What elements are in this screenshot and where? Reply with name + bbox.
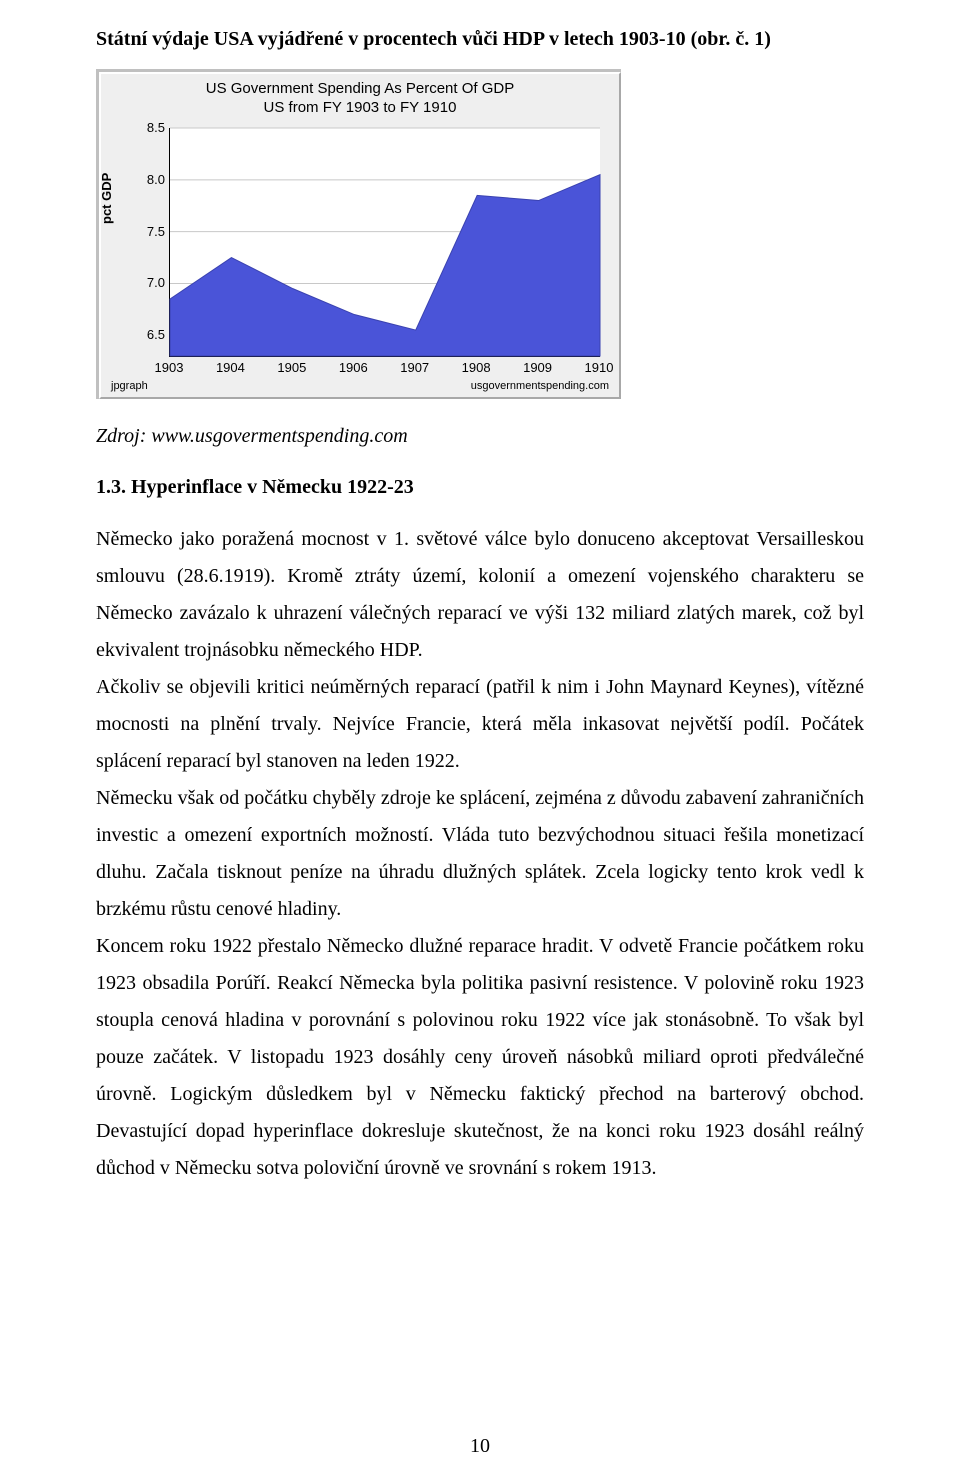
chart-xtick: 1910 bbox=[574, 360, 624, 375]
paragraph: Ačkoliv se objevili kritici neúměrných r… bbox=[96, 669, 864, 780]
chart-xtick: 1907 bbox=[390, 360, 440, 375]
chart-xtick: 1903 bbox=[144, 360, 194, 375]
figure-caption: Státní výdaje USA vyjádřené v procentech… bbox=[96, 28, 864, 51]
paragraph: Německo jako poražená mocnost v 1. světo… bbox=[96, 521, 864, 669]
chart-ytick: 8.0 bbox=[135, 172, 165, 187]
body-text: Německo jako poražená mocnost v 1. světo… bbox=[96, 521, 864, 1187]
chart-ytick: 6.5 bbox=[135, 327, 165, 342]
chart-subtitle: US from FY 1903 to FY 1910 bbox=[101, 99, 619, 116]
section-heading: 1.3. Hyperinflace v Německu 1922-23 bbox=[96, 476, 864, 499]
chart-bottom-left-label: jpgraph bbox=[111, 380, 148, 392]
page-number: 10 bbox=[0, 1435, 960, 1458]
chart-ytick: 8.5 bbox=[135, 120, 165, 135]
paragraph: Koncem roku 1922 přestalo Německo dlužné… bbox=[96, 928, 864, 1187]
chart-xtick: 1909 bbox=[513, 360, 563, 375]
chart-bottom-right-label: usgovernmentspending.com bbox=[471, 380, 609, 392]
source-label: Zdroj: www.usgovermentspending.com bbox=[96, 425, 864, 448]
chart-ytick: 7.0 bbox=[135, 275, 165, 290]
chart-xtick: 1904 bbox=[205, 360, 255, 375]
chart-title: US Government Spending As Percent Of GDP bbox=[101, 80, 619, 97]
chart-xtick: 1908 bbox=[451, 360, 501, 375]
chart-ytick: 7.5 bbox=[135, 224, 165, 239]
chart-plot-area bbox=[169, 128, 600, 357]
chart-xtick: 1905 bbox=[267, 360, 317, 375]
paragraph: Německu však od počátku chyběly zdroje k… bbox=[96, 780, 864, 928]
chart-panel: US Government Spending As Percent Of GDP… bbox=[99, 72, 621, 399]
chart-xtick: 1906 bbox=[328, 360, 378, 375]
chart-frame: US Government Spending As Percent Of GDP… bbox=[96, 69, 621, 399]
chart-ylabel: pct GDP bbox=[99, 173, 114, 224]
